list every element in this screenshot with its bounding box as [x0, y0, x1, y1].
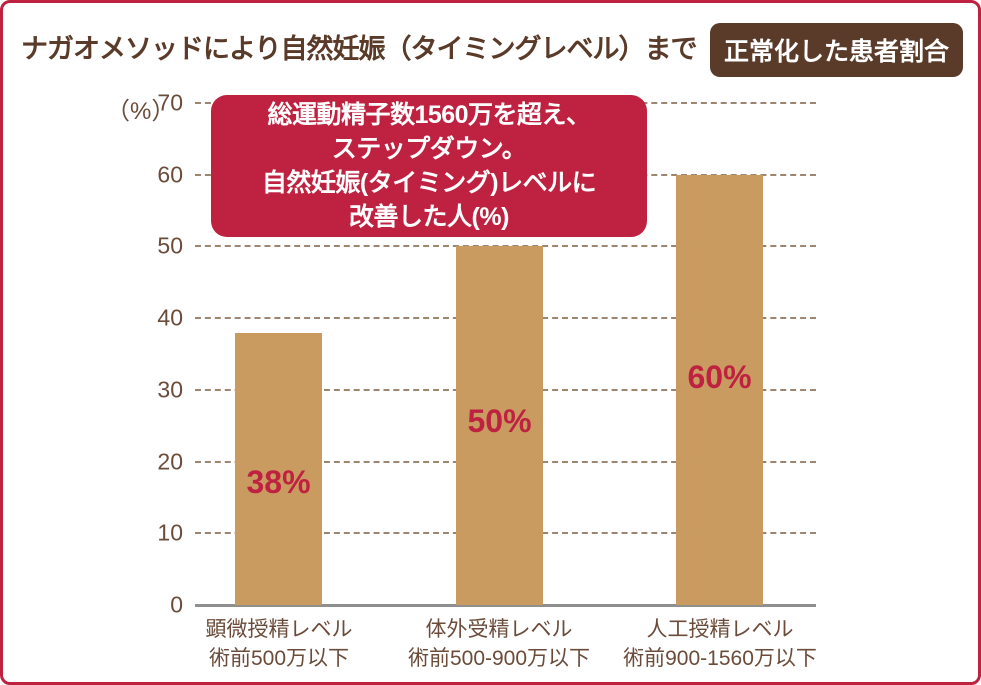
y-tick-label: 0 [170, 591, 183, 618]
bar-microscopic-insemination-level: 38% [235, 332, 322, 605]
y-tick-label: 20 [157, 448, 183, 475]
bar-chart: 70 60 50 40 30 20 10 0 [157, 90, 816, 671]
y-tick-label: 30 [157, 376, 183, 403]
bar-value-label: 50% [467, 403, 532, 439]
x-axis-line [195, 604, 816, 607]
category-line-2: 術前500-900万以下 [407, 647, 591, 670]
gridline [195, 245, 816, 248]
category-line-1: 顕微授精レベル [205, 618, 353, 641]
category-line-2: 術前900-1560万以下 [623, 647, 817, 670]
category-line-2: 術前500万以下 [208, 647, 350, 670]
bar-ivf-level: 50% [456, 246, 543, 605]
bar-value-label: 60% [687, 359, 752, 395]
y-tick-label: 40 [157, 304, 183, 331]
category-line-1: 体外受精レベル [425, 618, 573, 641]
callout-line-4: 改善した人(%) [349, 203, 509, 231]
y-tick-label: 10 [157, 519, 183, 546]
annotation-callout: 総運動精子数1560万を超え、 ステップダウン。 自然妊娠(タイミング)レベルに… [211, 95, 647, 237]
y-tick-label: 60 [157, 161, 183, 188]
status-badge: 正常化した患者割合 [709, 23, 963, 77]
callout-line-3: 自然妊娠(タイミング)レベルに [261, 169, 597, 197]
bar-artificial-insemination-level: 60% [676, 174, 763, 605]
x-category-label-1: 顕微授精レベル 術前500万以下 [206, 615, 353, 673]
x-category-label-2: 体外受精レベル 術前500-900万以下 [408, 615, 590, 673]
y-axis-unit-label: （%） [106, 98, 176, 125]
callout-line-1: 総運動精子数1560万を超え、 [267, 101, 591, 129]
callout-line-2: ステップダウン。 [331, 135, 527, 163]
category-line-1: 人工授精レベル [646, 618, 794, 641]
y-tick-label: 50 [157, 232, 183, 259]
x-category-label-3: 人工授精レベル 術前900-1560万以下 [623, 615, 817, 673]
y-tick-label: 70 [157, 89, 183, 116]
page-title: ナガオメソッドにより自然妊娠（タイミングレベル）まで [21, 34, 697, 64]
bar-value-label: 38% [246, 464, 311, 500]
